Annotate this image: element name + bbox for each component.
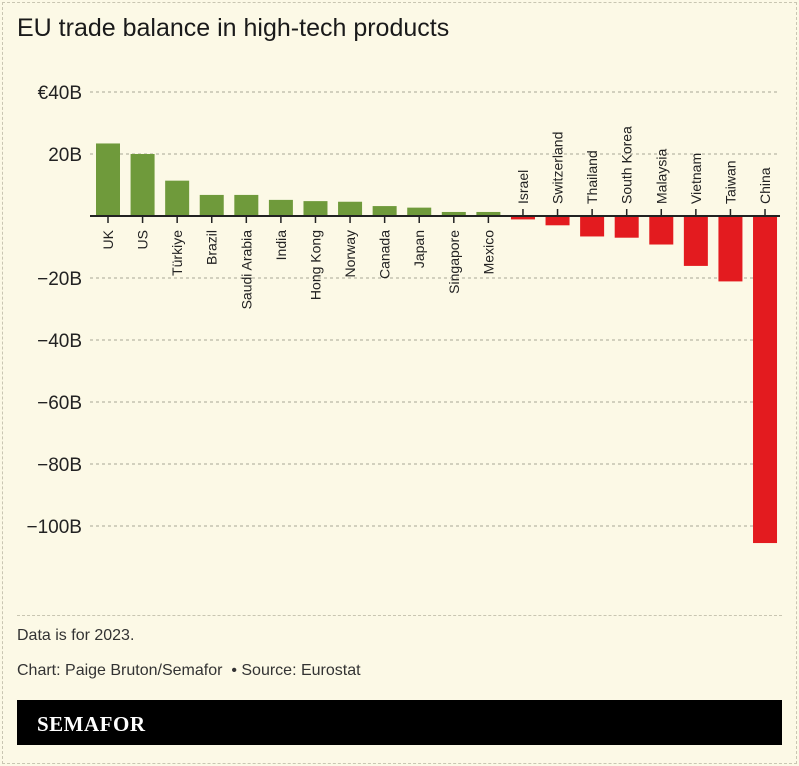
y-tick-label: €40B bbox=[38, 83, 82, 104]
x-tick-label: Thailand bbox=[584, 150, 600, 204]
x-tick-label: Switzerland bbox=[550, 132, 566, 204]
bar-china bbox=[753, 216, 778, 544]
y-tick-label: −20B bbox=[37, 269, 82, 290]
bar-us bbox=[130, 154, 155, 216]
bar-switzerland bbox=[545, 216, 570, 226]
y-tick-label: −40B bbox=[37, 331, 82, 352]
x-tick-label: Hong Kong bbox=[307, 230, 323, 300]
x-tick-label: Malaysia bbox=[653, 149, 669, 204]
y-tick-label: −100B bbox=[27, 517, 82, 538]
bar-vietnam bbox=[683, 216, 708, 266]
x-tick-label: Mexico bbox=[480, 230, 496, 275]
x-tick-label: Taiwan bbox=[722, 160, 738, 204]
bar-saudi-arabia bbox=[234, 194, 259, 216]
bar-india bbox=[268, 199, 293, 216]
bar-malaysia bbox=[649, 216, 674, 245]
bar-uk bbox=[96, 143, 120, 216]
bar-israel bbox=[510, 216, 535, 220]
x-tick-label: Türkiye bbox=[169, 230, 185, 276]
x-tick-label: Saudi Arabia bbox=[238, 230, 254, 310]
x-tick-label: Norway bbox=[342, 230, 358, 277]
x-tick-label: Brazil bbox=[204, 230, 220, 265]
bar-singapore bbox=[441, 211, 466, 216]
bar-chart: €40B 20B −20B −40B −60B −80B −100B UK US Türkiye B… bbox=[27, 83, 780, 544]
bar-brazil bbox=[199, 194, 224, 216]
y-tick-label: 20B bbox=[48, 145, 82, 166]
bar-türkiye bbox=[165, 180, 190, 216]
bar-mexico bbox=[476, 211, 501, 216]
data-note: Data is for 2023. bbox=[17, 627, 135, 644]
x-tick-label: India bbox=[273, 230, 289, 261]
brand-bar: SEMAFOR bbox=[17, 700, 782, 745]
x-tick-label: Canada bbox=[377, 230, 393, 279]
x-tick-label: Japan bbox=[411, 230, 427, 268]
semafor-logo: SEMAFOR bbox=[37, 712, 146, 736]
x-tick-label: South Korea bbox=[619, 126, 635, 204]
x-tick-label: Israel bbox=[515, 170, 531, 204]
bar-south-korea bbox=[614, 216, 639, 238]
x-tick-label: US bbox=[135, 230, 151, 249]
x-tick-label: UK bbox=[100, 229, 116, 249]
y-tick-label: −80B bbox=[37, 455, 82, 476]
chart-title: EU trade balance in high-tech products bbox=[17, 14, 450, 42]
bar-taiwan bbox=[718, 216, 743, 282]
bar-japan bbox=[407, 207, 432, 216]
y-tick-label: −60B bbox=[37, 393, 82, 414]
x-tick-label: Vietnam bbox=[688, 153, 704, 204]
bar-norway bbox=[338, 201, 363, 216]
credit-line: Chart: Paige Bruton/Semafor • Source: Eu… bbox=[17, 662, 361, 679]
bar-hong-kong bbox=[303, 201, 328, 216]
x-tick-label: Singapore bbox=[446, 230, 462, 294]
divider bbox=[17, 615, 782, 616]
bar-canada bbox=[372, 206, 397, 216]
bar-thailand bbox=[580, 216, 605, 237]
x-tick-label: China bbox=[757, 167, 773, 204]
